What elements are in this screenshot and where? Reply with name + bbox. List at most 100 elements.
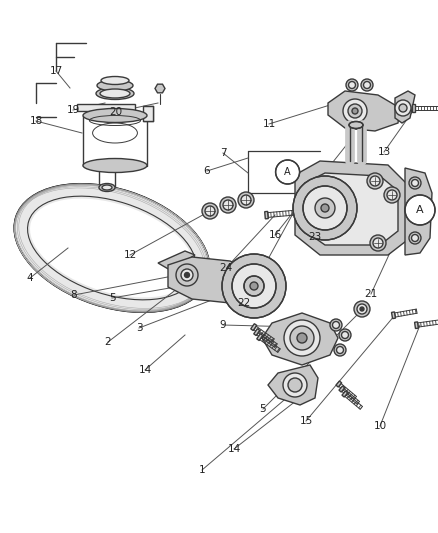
Polygon shape [254, 329, 260, 336]
Polygon shape [342, 391, 348, 397]
Text: 19: 19 [67, 105, 80, 115]
Polygon shape [251, 324, 257, 330]
Circle shape [409, 232, 421, 244]
Circle shape [411, 235, 418, 241]
Ellipse shape [102, 185, 112, 190]
Circle shape [321, 204, 329, 212]
Polygon shape [168, 257, 265, 303]
Circle shape [284, 320, 320, 356]
Polygon shape [155, 84, 165, 93]
Polygon shape [395, 91, 415, 123]
Circle shape [409, 177, 421, 189]
Circle shape [399, 104, 407, 112]
Text: 8: 8 [71, 290, 78, 300]
Polygon shape [328, 91, 400, 131]
Text: 11: 11 [262, 119, 276, 129]
Polygon shape [405, 168, 432, 255]
Circle shape [364, 82, 371, 88]
Ellipse shape [100, 89, 130, 98]
Polygon shape [262, 313, 338, 365]
Circle shape [303, 186, 347, 230]
Polygon shape [295, 161, 410, 255]
Circle shape [220, 197, 236, 213]
Polygon shape [392, 312, 396, 319]
Circle shape [250, 282, 258, 290]
Circle shape [354, 301, 370, 317]
Text: 14: 14 [138, 365, 152, 375]
Circle shape [283, 373, 307, 397]
Circle shape [339, 329, 351, 341]
Circle shape [346, 79, 358, 91]
Circle shape [336, 346, 343, 353]
Ellipse shape [97, 80, 133, 91]
Polygon shape [158, 251, 195, 270]
Polygon shape [268, 365, 318, 405]
Circle shape [370, 235, 386, 251]
Text: 4: 4 [27, 273, 33, 283]
Circle shape [238, 192, 254, 208]
Polygon shape [339, 386, 345, 392]
Circle shape [244, 276, 264, 296]
Circle shape [184, 272, 190, 278]
Circle shape [361, 79, 373, 91]
Polygon shape [257, 334, 263, 341]
Text: 18: 18 [29, 116, 42, 126]
Polygon shape [336, 381, 342, 387]
Circle shape [205, 206, 215, 216]
Ellipse shape [349, 122, 363, 128]
Circle shape [223, 200, 233, 210]
Ellipse shape [14, 184, 210, 312]
Polygon shape [412, 104, 415, 111]
Circle shape [411, 180, 418, 187]
Ellipse shape [96, 87, 134, 100]
Text: 5: 5 [109, 293, 115, 303]
Circle shape [332, 321, 339, 328]
Circle shape [387, 190, 397, 200]
Circle shape [342, 332, 349, 338]
Circle shape [348, 104, 362, 118]
Text: 22: 22 [237, 298, 251, 308]
Ellipse shape [30, 199, 194, 297]
Circle shape [222, 254, 286, 318]
Circle shape [176, 264, 198, 286]
Text: 7: 7 [220, 148, 226, 158]
Text: 14: 14 [227, 444, 240, 454]
Text: 13: 13 [378, 147, 391, 157]
Circle shape [373, 238, 383, 248]
Ellipse shape [99, 183, 115, 191]
Text: 12: 12 [124, 250, 137, 260]
Text: 5: 5 [260, 404, 266, 414]
Ellipse shape [83, 158, 147, 173]
Circle shape [343, 99, 367, 123]
Circle shape [360, 307, 364, 311]
Circle shape [367, 173, 383, 189]
Text: 21: 21 [364, 289, 378, 299]
Polygon shape [77, 103, 135, 110]
Ellipse shape [101, 77, 129, 85]
Circle shape [241, 195, 251, 205]
Circle shape [349, 82, 356, 88]
Text: 23: 23 [308, 232, 321, 242]
Text: 15: 15 [300, 416, 313, 426]
Text: 6: 6 [204, 166, 210, 176]
Circle shape [357, 304, 367, 314]
Text: 9: 9 [220, 320, 226, 330]
Text: 16: 16 [268, 230, 282, 240]
Circle shape [330, 319, 342, 331]
Circle shape [276, 160, 300, 184]
Circle shape [370, 176, 380, 186]
Text: A: A [416, 205, 424, 215]
Text: 17: 17 [49, 66, 63, 76]
Text: 24: 24 [219, 263, 233, 273]
Circle shape [288, 378, 302, 392]
Text: 3: 3 [136, 323, 142, 333]
Circle shape [315, 198, 335, 218]
Polygon shape [305, 173, 398, 245]
Circle shape [181, 269, 193, 281]
Circle shape [334, 344, 346, 356]
Circle shape [352, 108, 358, 114]
Circle shape [202, 203, 218, 219]
Circle shape [293, 176, 357, 240]
Circle shape [405, 195, 435, 225]
Text: 1: 1 [199, 465, 205, 475]
